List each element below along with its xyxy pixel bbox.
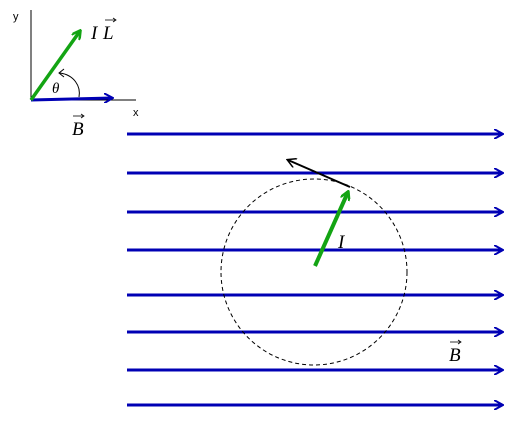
field-lines bbox=[127, 134, 502, 405]
inset-il-label-i: I bbox=[90, 23, 99, 44]
inset-angle-arc-head bbox=[58, 68, 65, 78]
current-element bbox=[313, 192, 348, 267]
field-b-vector-bar-head bbox=[457, 339, 462, 345]
inset-b-vector-bar-head bbox=[80, 113, 85, 119]
force-vector bbox=[288, 160, 351, 188]
inset-b-label: B bbox=[72, 119, 84, 140]
inset-il-vector-bar-head bbox=[112, 17, 117, 23]
current-label: I bbox=[337, 232, 346, 253]
inset-x-axis-label: x bbox=[133, 107, 139, 119]
inset-y-axis-label: y bbox=[13, 11, 19, 23]
current-loop-circle bbox=[220, 178, 408, 366]
field-b-label: B bbox=[449, 345, 461, 366]
inset-angle-label: θ bbox=[52, 81, 60, 97]
inset-il-vector bbox=[29, 31, 80, 102]
inset-axes: y x θ I L B bbox=[13, 10, 139, 140]
inset-b-vector bbox=[30, 98, 112, 100]
inset-angle-arc bbox=[59, 72, 80, 98]
inset-il-label-l: L bbox=[102, 23, 114, 44]
